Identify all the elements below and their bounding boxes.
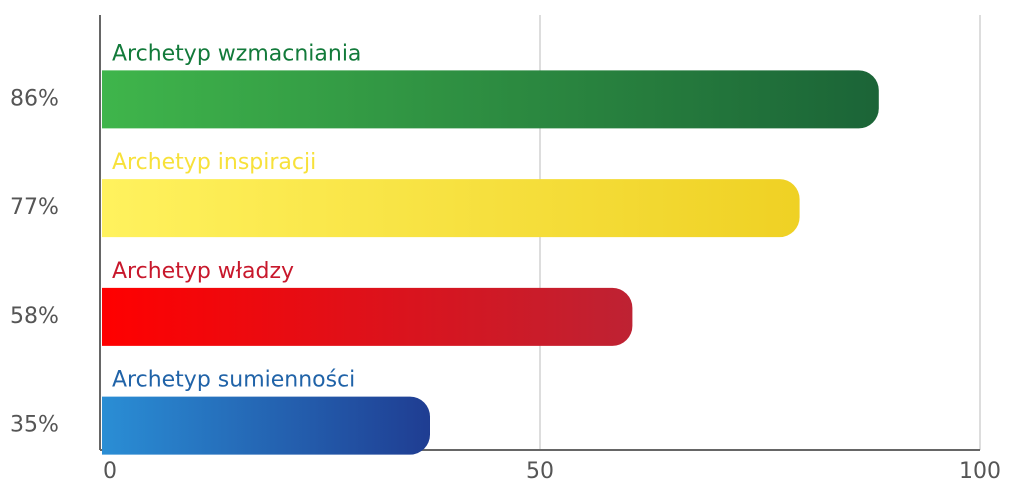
x-tick-label: 50 bbox=[526, 459, 554, 484]
bar bbox=[102, 396, 430, 455]
x-tick-label: 100 bbox=[959, 459, 1001, 484]
x-tick-label: 0 bbox=[103, 459, 117, 484]
value-label: 35% bbox=[10, 413, 59, 438]
bar bbox=[102, 70, 879, 129]
value-label: 86% bbox=[10, 86, 59, 111]
category-label: Archetyp inspiracji bbox=[112, 150, 316, 175]
category-label: Archetyp wzmacniania bbox=[112, 41, 361, 66]
bar bbox=[102, 287, 633, 346]
value-label: 77% bbox=[10, 195, 59, 220]
category-label: Archetyp sumienności bbox=[112, 368, 355, 393]
category-label: Archetyp władzy bbox=[112, 259, 294, 284]
bar bbox=[102, 179, 800, 238]
value-label: 58% bbox=[10, 304, 59, 329]
